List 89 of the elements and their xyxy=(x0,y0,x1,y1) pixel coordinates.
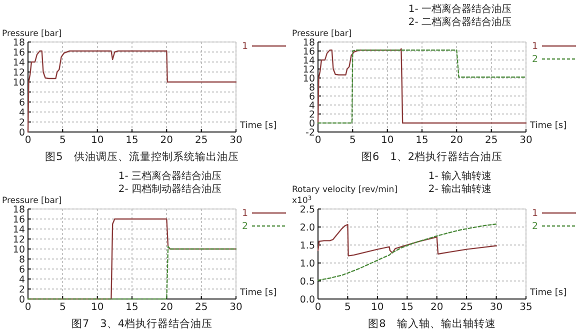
y-tick-label: 0.0 xyxy=(300,294,315,306)
x-tick-label: 30 xyxy=(490,302,503,313)
text: 图5 供油调压、流量控制系统输出油压 xyxy=(45,150,239,163)
x-axis-title: Time [s] xyxy=(239,288,277,298)
x-tick-label: 30 xyxy=(230,135,242,146)
x-tick-label: 10 xyxy=(90,302,104,313)
y-tick-label: 4 xyxy=(18,274,25,286)
text: 2- 四档制动器结合油压 xyxy=(118,183,222,195)
y-tick-label: 12 xyxy=(12,68,25,78)
x-tick-label: 30 xyxy=(520,135,532,146)
x-tick-label: 5 xyxy=(349,135,356,146)
x-tick-label: 25 xyxy=(194,135,208,146)
y-tick-label: 0.5 xyxy=(300,276,315,288)
x-tick-label: 15 xyxy=(416,135,428,146)
y-tick-label: 18 xyxy=(12,38,25,48)
y-tick-label: 18 xyxy=(302,38,315,48)
x-tick-label: 30 xyxy=(230,302,242,313)
y-tick-label: 2 xyxy=(18,118,25,128)
y-tick-label: 16 xyxy=(302,46,315,58)
line-series xyxy=(317,224,497,256)
y-axis-title: Pressure [bar] xyxy=(292,29,352,39)
y-tick-label: 8 xyxy=(18,88,25,98)
legend-label: 1 xyxy=(242,208,248,219)
y-tick-label: 1.0 xyxy=(300,258,315,270)
x-tick-label: 35 xyxy=(520,302,532,313)
y-tick-label: 8 xyxy=(18,254,25,266)
y-tick-label: 1.5 xyxy=(300,240,315,252)
y-tick-label: 10 xyxy=(12,244,25,256)
text: 1- 输入轴转速 xyxy=(428,170,492,182)
y-tick-label: 16 xyxy=(12,48,25,58)
y-tick-label: 14 xyxy=(12,58,25,68)
y-tick-label: 0 xyxy=(18,128,25,138)
y-tick-label: 14 xyxy=(12,224,25,236)
y-tick-label: 6 xyxy=(18,98,25,108)
y-tick-label: 6 xyxy=(308,92,315,102)
x-tick-label: 20 xyxy=(430,302,444,313)
y-tick-label: 4 xyxy=(308,100,315,112)
legend-label: 1 xyxy=(532,41,538,52)
legend-label: 2 xyxy=(242,221,248,232)
y-tick-label: 0 xyxy=(308,118,315,130)
x-tick-label: 15 xyxy=(126,302,138,313)
legend-label: 1 xyxy=(532,208,538,219)
y-tick-label: 12 xyxy=(12,234,25,246)
x-tick-label: 10 xyxy=(90,135,104,146)
text: 1- 一档离合器结合油压 xyxy=(408,3,512,15)
x-tick-label: 25 xyxy=(194,302,208,313)
text: 图6 1、2档执行器结合油压 xyxy=(361,150,503,163)
y-axis-title: Rotary velocity [rev/min] x10$^{3}$ xyxy=(292,185,398,206)
x-tick-label: 5 xyxy=(59,302,66,313)
x-tick-label: 25 xyxy=(484,135,498,146)
y-tick-label: 2.0 xyxy=(300,222,315,234)
y-tick-label: 4 xyxy=(18,108,25,118)
y-tick-label: -2 xyxy=(306,128,315,138)
text: 2- 二档离合器结合油压 xyxy=(408,16,512,28)
x-tick-label: 25 xyxy=(460,302,473,313)
y-tick-label: 8 xyxy=(308,82,315,94)
y-tick-label: 2.5 xyxy=(300,204,315,216)
legend-label: 1 xyxy=(242,41,248,52)
x-tick-label: 15 xyxy=(126,135,138,146)
y-tick-label: 14 xyxy=(302,56,315,66)
y-axis-title: Pressure [bar] xyxy=(2,196,62,206)
x-tick-label: 10 xyxy=(371,302,384,313)
line-series xyxy=(317,224,497,281)
x-tick-label: 20 xyxy=(160,302,174,313)
y-tick-label: 10 xyxy=(12,78,25,88)
x-tick-label: 20 xyxy=(160,135,174,146)
y-tick-label: 16 xyxy=(12,214,25,226)
text: 图8 输入轴、输出轴转速 xyxy=(368,317,496,330)
x-tick-label: 5 xyxy=(344,302,351,313)
text: 图7 3、4档执行器结合油压 xyxy=(71,317,213,330)
x-tick-label: 15 xyxy=(400,302,414,313)
y-tick-label: 0 xyxy=(18,294,25,306)
text: 2- 输出轴转速 xyxy=(428,183,492,195)
y-tick-label: 18 xyxy=(12,204,25,216)
y-tick-label: 6 xyxy=(18,264,25,276)
x-axis-title: Time [s] xyxy=(239,121,277,131)
y-tick-label: 12 xyxy=(302,64,315,76)
legend-label: 2 xyxy=(532,54,538,65)
text: 1- 三档离合器结合油压 xyxy=(118,170,222,182)
y-tick-label: 2 xyxy=(18,284,25,296)
y-tick-label: 10 xyxy=(302,74,315,84)
x-tick-label: 20 xyxy=(450,135,464,146)
x-axis-title: Time [s] xyxy=(529,288,567,298)
x-tick-label: 10 xyxy=(380,135,394,146)
x-axis-title: Time [s] xyxy=(529,121,567,131)
y-tick-label: 2 xyxy=(308,110,315,120)
x-tick-label: 5 xyxy=(59,135,66,146)
y-axis-title: Pressure [bar] xyxy=(2,29,62,39)
legend-label: 2 xyxy=(532,221,538,232)
